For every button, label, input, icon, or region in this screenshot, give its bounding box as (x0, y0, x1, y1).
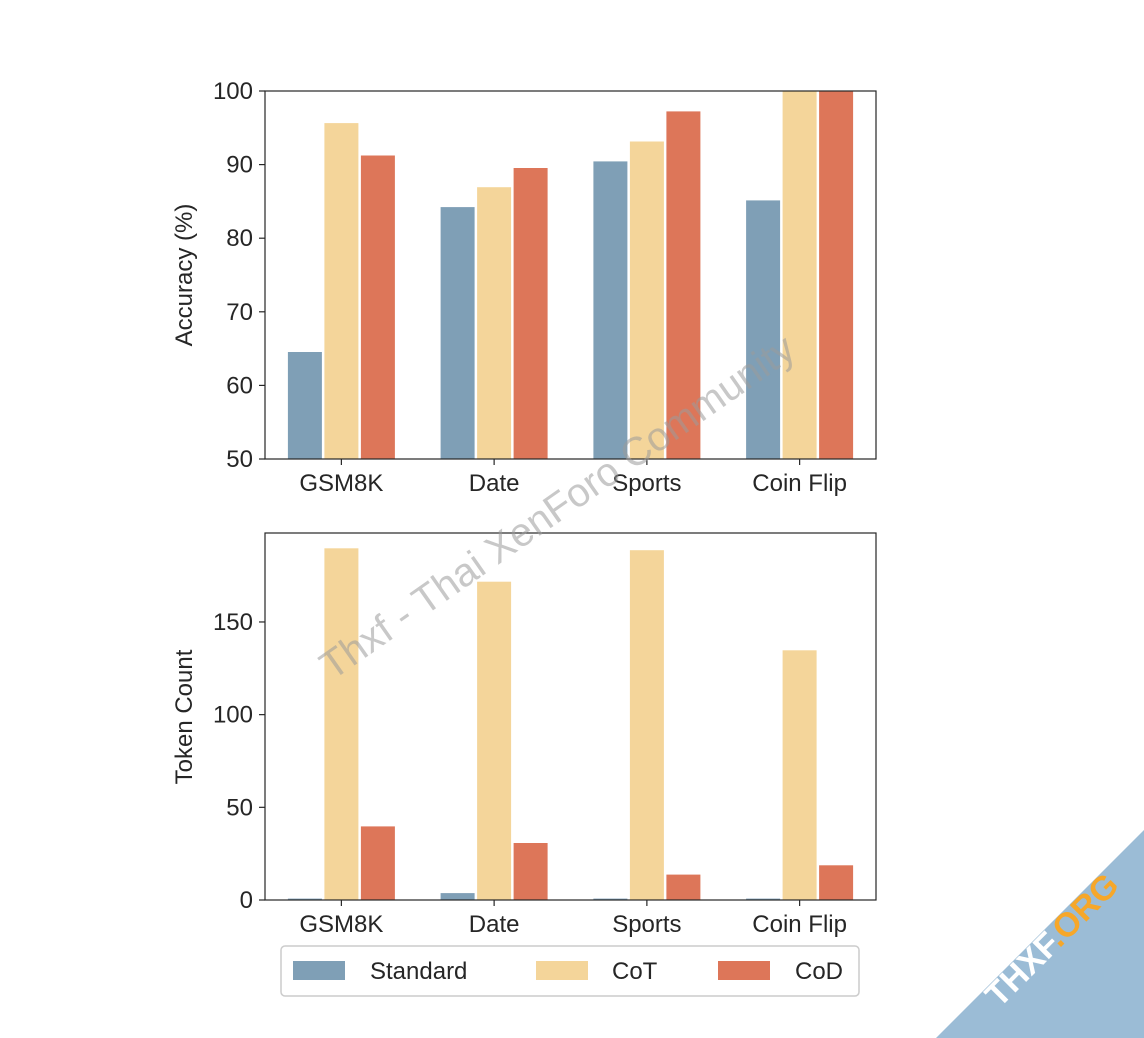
bar-cot-sports (628, 140, 665, 460)
corner-ribbon (936, 830, 1144, 1038)
bar-cod-coin-flip (818, 864, 855, 901)
x-tick-label-sports: Sports (612, 911, 681, 938)
bar-standard-sports (592, 160, 629, 460)
bar-cot-date (476, 186, 513, 460)
bar-cod-date (512, 842, 549, 901)
y-tick-label: 70 (226, 299, 253, 326)
legend: Standard CoT CoD (280, 945, 860, 997)
legend-swatch-cod (718, 961, 770, 980)
y-tick-label: 90 (226, 152, 253, 179)
y-tick-label: 60 (226, 372, 253, 399)
y-tick-label: 100 (213, 702, 253, 729)
bar-cot-coin-flip (781, 649, 818, 901)
y-tick-label: 150 (213, 609, 253, 636)
bar-cod-sports (665, 110, 702, 460)
y-tick-label: 80 (226, 225, 253, 252)
accuracy-chart: GSM8K Date Sports Coin Flip 50 60 70 80 90 100 Acc… (171, 78, 877, 497)
x-tick-label-gsm8k: GSM8K (299, 470, 383, 497)
bar-cod-gsm8k (359, 154, 396, 460)
bar-cot-coin-flip (781, 90, 818, 460)
y-tick-label: 50 (226, 794, 253, 821)
y-tick-label: 0 (240, 887, 253, 914)
bar-cot-sports (628, 549, 665, 901)
x-tick-label-date: Date (469, 470, 520, 497)
x-tick-label-date: Date (469, 911, 520, 938)
bar-cod-gsm8k (359, 825, 396, 901)
bar-cot-gsm8k (323, 547, 360, 901)
bar-standard-gsm8k (286, 351, 323, 460)
y-axis-label: Token Count (171, 649, 198, 784)
legend-label-standard: Standard (370, 958, 467, 985)
bar-cot-gsm8k (323, 122, 360, 460)
bar-standard-date (439, 892, 476, 901)
bar-standard-coin-flip (745, 199, 782, 460)
plot-frame (264, 532, 877, 901)
legend-swatch-cot (536, 961, 588, 980)
x-tick-label-gsm8k: GSM8K (299, 911, 383, 938)
plot-frame (264, 90, 877, 460)
x-tick-label-coin-flip: Coin Flip (752, 470, 847, 497)
legend-swatch-standard (293, 961, 345, 980)
legend-label-cod: CoD (795, 958, 843, 985)
bar-cot-date (476, 580, 513, 901)
y-tick-label: 100 (213, 78, 253, 105)
bar-cod-sports (665, 873, 702, 901)
y-axis-label: Accuracy (%) (171, 204, 198, 347)
legend-label-cot: CoT (612, 958, 658, 985)
token-count-chart: GSM8K Date Sports Coin Flip 0 50 100 150 Token C… (171, 532, 877, 938)
corner-logo: THXF.ORG (936, 830, 1144, 1038)
bar-standard-date (439, 206, 476, 460)
x-tick-label-sports: Sports (612, 470, 681, 497)
bar-cod-date (512, 167, 549, 460)
y-tick-label: 50 (226, 446, 253, 473)
bar-cod-coin-flip (818, 90, 855, 460)
x-tick-label-coin-flip: Coin Flip (752, 911, 847, 938)
